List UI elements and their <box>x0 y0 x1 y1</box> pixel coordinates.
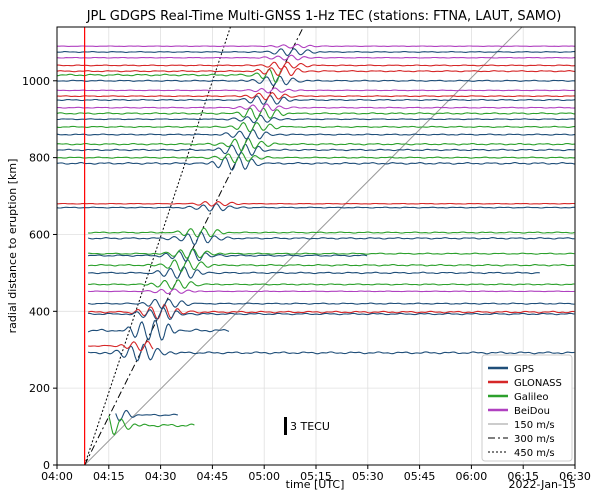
tec-series-line <box>57 75 575 86</box>
tec-series-line <box>88 307 575 321</box>
legend-label: 450 m/s <box>514 448 555 459</box>
tec-series-line <box>57 54 575 61</box>
tec-series-line <box>88 227 575 238</box>
tec-series-line <box>57 91 575 101</box>
x-tick-label: 04:45 <box>197 470 229 483</box>
x-tick-label: 05:45 <box>404 470 436 483</box>
legend-label: GLONASS <box>514 378 562 389</box>
tec-series-line <box>57 152 575 164</box>
tec-series-line <box>88 248 575 259</box>
tec-series-line <box>88 279 575 290</box>
tec-series-line <box>57 201 575 207</box>
x-tick-label: 06:30 <box>559 470 591 483</box>
y-tick-label: 800 <box>29 152 50 165</box>
tec-series-line <box>57 87 575 94</box>
tec-series-line <box>57 114 575 124</box>
tec-series-line <box>57 107 575 120</box>
scale-bar: 3 TECU <box>284 417 330 435</box>
x-tick-label: 05:15 <box>300 470 332 483</box>
tec-series-line <box>88 258 575 272</box>
x-tick-label: 05:00 <box>248 470 280 483</box>
x-tick-label: 06:15 <box>507 470 539 483</box>
y-tick-label: 0 <box>43 459 50 472</box>
tec-series-line <box>57 156 575 171</box>
x-tick-label: 04:15 <box>93 470 125 483</box>
y-axis: 0 200 400 600 800 1000 <box>22 75 57 472</box>
tec-series-line <box>87 231 575 246</box>
y-tick-label: 200 <box>29 382 50 395</box>
tec-series-line <box>88 340 154 352</box>
date-label: 2022-Jan-15 <box>509 478 577 491</box>
tec-series-line <box>57 128 575 140</box>
y-tick-label: 1000 <box>22 75 50 88</box>
tec-series-line <box>87 320 230 341</box>
legend-label: GPS <box>514 364 534 375</box>
x-tick-label: 04:00 <box>41 470 73 483</box>
tec-series-line <box>57 65 575 77</box>
tec-series-line <box>88 298 575 309</box>
tec-series-line <box>115 409 179 422</box>
tec-series-line <box>57 137 575 152</box>
tec-series-line <box>87 248 368 263</box>
legend-label: 150 m/s <box>514 420 555 431</box>
tec-series-line <box>57 103 575 113</box>
tec-series-line <box>87 303 575 320</box>
tec-series <box>57 43 575 436</box>
tec-series-line <box>57 121 575 133</box>
x-tick-label: 05:30 <box>352 470 384 483</box>
tec-series-line <box>88 266 540 279</box>
x-tick-label: 04:30 <box>145 470 177 483</box>
tec-series-line <box>57 95 575 105</box>
scale-bar-label: 3 TECU <box>290 420 330 433</box>
tec-series-line <box>57 143 575 157</box>
tec-series-line <box>57 43 575 49</box>
y-tick-label: 400 <box>29 305 50 318</box>
tec-series-line <box>57 203 575 212</box>
legend-label: 300 m/s <box>514 434 555 445</box>
legend-label: Galileo <box>514 392 548 403</box>
x-tick-label: 06:00 <box>456 470 488 483</box>
tec-series-line <box>108 415 195 436</box>
tec-series-line <box>88 288 575 295</box>
tec-series-line <box>57 68 282 83</box>
tec-series-line <box>87 343 575 362</box>
y-tick-label: 600 <box>29 228 50 241</box>
legend-label: BeiDou <box>514 406 550 417</box>
tec-series-line <box>57 48 575 57</box>
chart-title: JPL GDGPS Real-Time Multi-GNSS 1-Hz TEC … <box>86 9 562 24</box>
scale-bar-mark <box>284 417 287 435</box>
x-axis-label: time [UTC] <box>286 478 345 491</box>
legend: GPS GLONASS Galileo BeiDou 150 m/s 300 m/s 450… <box>481 354 573 462</box>
y-axis-label: radial distance to eruption [km] <box>6 159 19 334</box>
x-axis: 04:00 04:15 04:30 04:45 05:00 05:15 05:30 05:45… <box>41 465 591 483</box>
tec-series-line <box>57 61 575 70</box>
